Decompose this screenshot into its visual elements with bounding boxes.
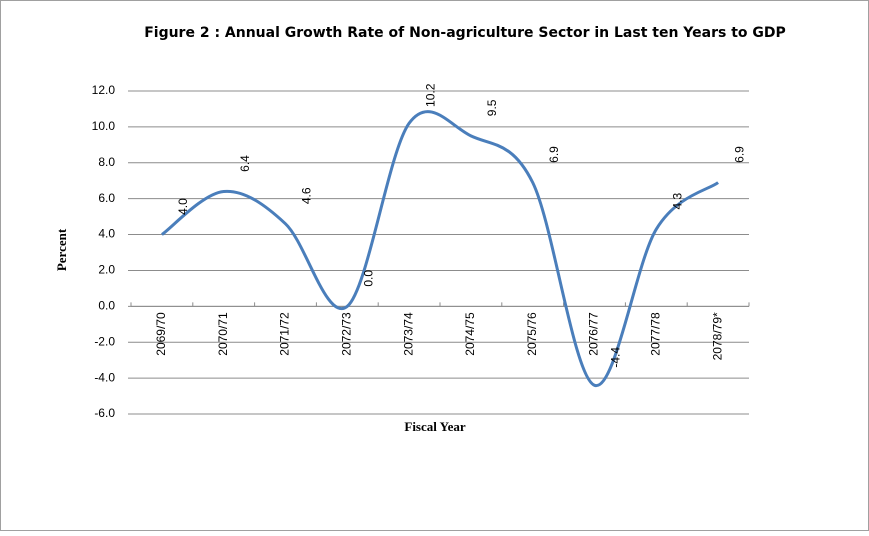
data-label: 6.4 xyxy=(238,155,252,172)
data-label: 0.0 xyxy=(361,270,375,287)
y-tick-label: 0.0 xyxy=(98,299,115,313)
y-tick-label: 12.0 xyxy=(92,83,116,97)
y-tick-label: 4.0 xyxy=(98,227,115,241)
x-tick-label: 2078/79* xyxy=(710,312,724,360)
x-tick-label: 2077/78 xyxy=(648,312,662,356)
y-tick-label: 10.0 xyxy=(92,119,116,133)
data-line xyxy=(160,110,720,387)
data-label: 9.5 xyxy=(485,99,499,116)
x-axis-title: Fiscal Year xyxy=(404,419,465,434)
y-tick-label: 2.0 xyxy=(98,263,115,277)
data-label: 6.9 xyxy=(732,146,746,163)
y-axis-title: Percent xyxy=(54,228,69,271)
data-label: 10.2 xyxy=(423,83,437,107)
y-tick-label: -6.0 xyxy=(94,406,115,420)
y-tick-label: 6.0 xyxy=(98,191,115,205)
x-tick-label: 2070/71 xyxy=(216,312,230,356)
data-label: 4.0 xyxy=(176,198,190,215)
y-tick-label: -2.0 xyxy=(94,334,115,348)
data-label: 4.3 xyxy=(670,193,684,210)
x-tick-label: 2072/73 xyxy=(339,312,353,356)
x-tick-label: 2069/70 xyxy=(154,312,168,356)
chart-title: Figure 2 : Annual Growth Rate of Non-agr… xyxy=(144,25,786,41)
y-tick-label: 8.0 xyxy=(98,155,115,169)
x-tick-label: 2076/77 xyxy=(587,312,601,356)
data-label: 4.6 xyxy=(300,187,314,204)
x-tick-label: 2075/76 xyxy=(525,312,539,356)
data-label: 6.9 xyxy=(547,146,561,163)
x-tick-label: 2073/74 xyxy=(401,312,415,356)
x-tick-label: 2074/75 xyxy=(463,312,477,356)
y-tick-label: -4.0 xyxy=(94,370,115,384)
x-tick-label: 2071/72 xyxy=(278,312,292,356)
data-label: -4.4 xyxy=(609,347,623,368)
